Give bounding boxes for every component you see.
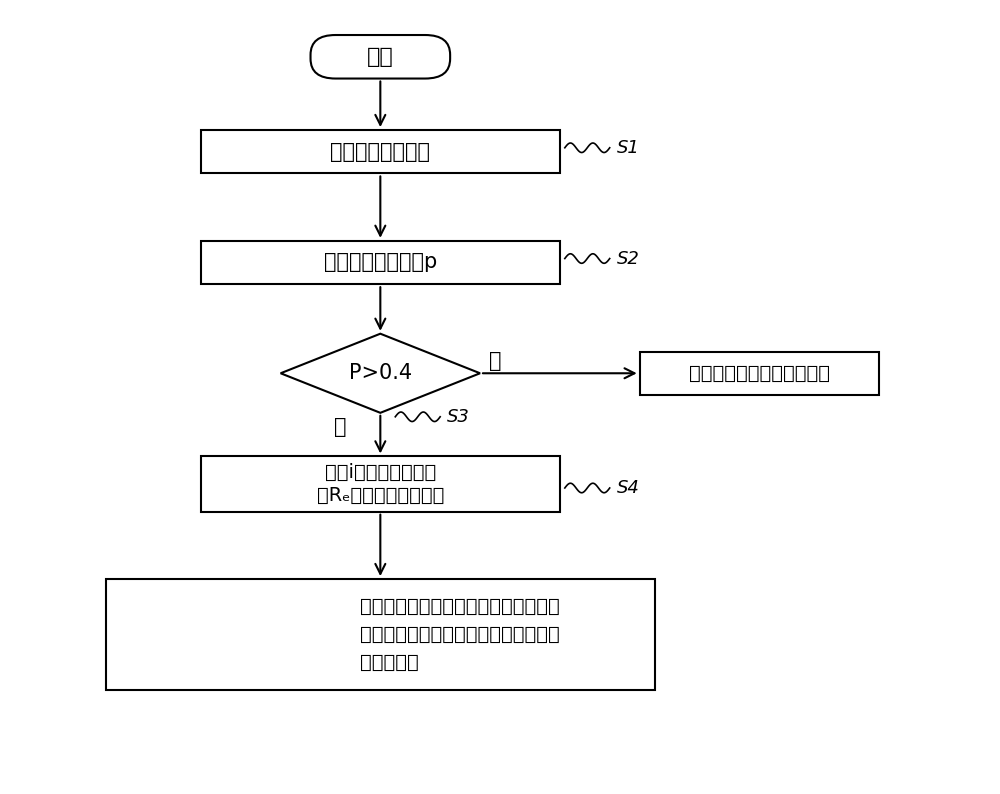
- Text: 节点i成为候选簇头，: 节点i成为候选簇头，: [325, 463, 436, 482]
- Text: 候选簇头收到竞争簇头消息后，在邻候: 候选簇头收到竞争簇头消息后，在邻候: [360, 597, 560, 616]
- Text: S4: S4: [617, 479, 640, 497]
- Text: 簇头为簇头: 簇头为簇头: [360, 653, 419, 672]
- Text: 否: 否: [489, 352, 501, 372]
- Text: S1: S1: [617, 139, 640, 156]
- Bar: [106, 579, 655, 690]
- Text: P>0.4: P>0.4: [349, 364, 412, 384]
- Text: 选簇头集合中选取剩余能量最多的候选: 选簇头集合中选取剩余能量最多的候选: [360, 625, 560, 644]
- Bar: [201, 130, 560, 173]
- Text: 计算候选簇头概率p: 计算候选簇头概率p: [324, 252, 437, 272]
- FancyBboxPatch shape: [311, 35, 450, 79]
- Bar: [201, 457, 560, 511]
- Text: 在Rₑ广播竞争簇头消息: 在Rₑ广播竞争簇头消息: [317, 487, 444, 506]
- Text: S3: S3: [447, 408, 470, 426]
- Bar: [201, 241, 560, 284]
- Text: 选择离自己较近的簇头加入: 选择离自己较近的簇头加入: [689, 364, 830, 383]
- Bar: [640, 352, 879, 395]
- Text: 开始: 开始: [367, 47, 394, 67]
- Text: S2: S2: [617, 249, 640, 268]
- Text: 节点进行频谱感知: 节点进行频谱感知: [330, 141, 430, 162]
- Polygon shape: [281, 333, 480, 413]
- Text: 是: 是: [334, 417, 347, 437]
